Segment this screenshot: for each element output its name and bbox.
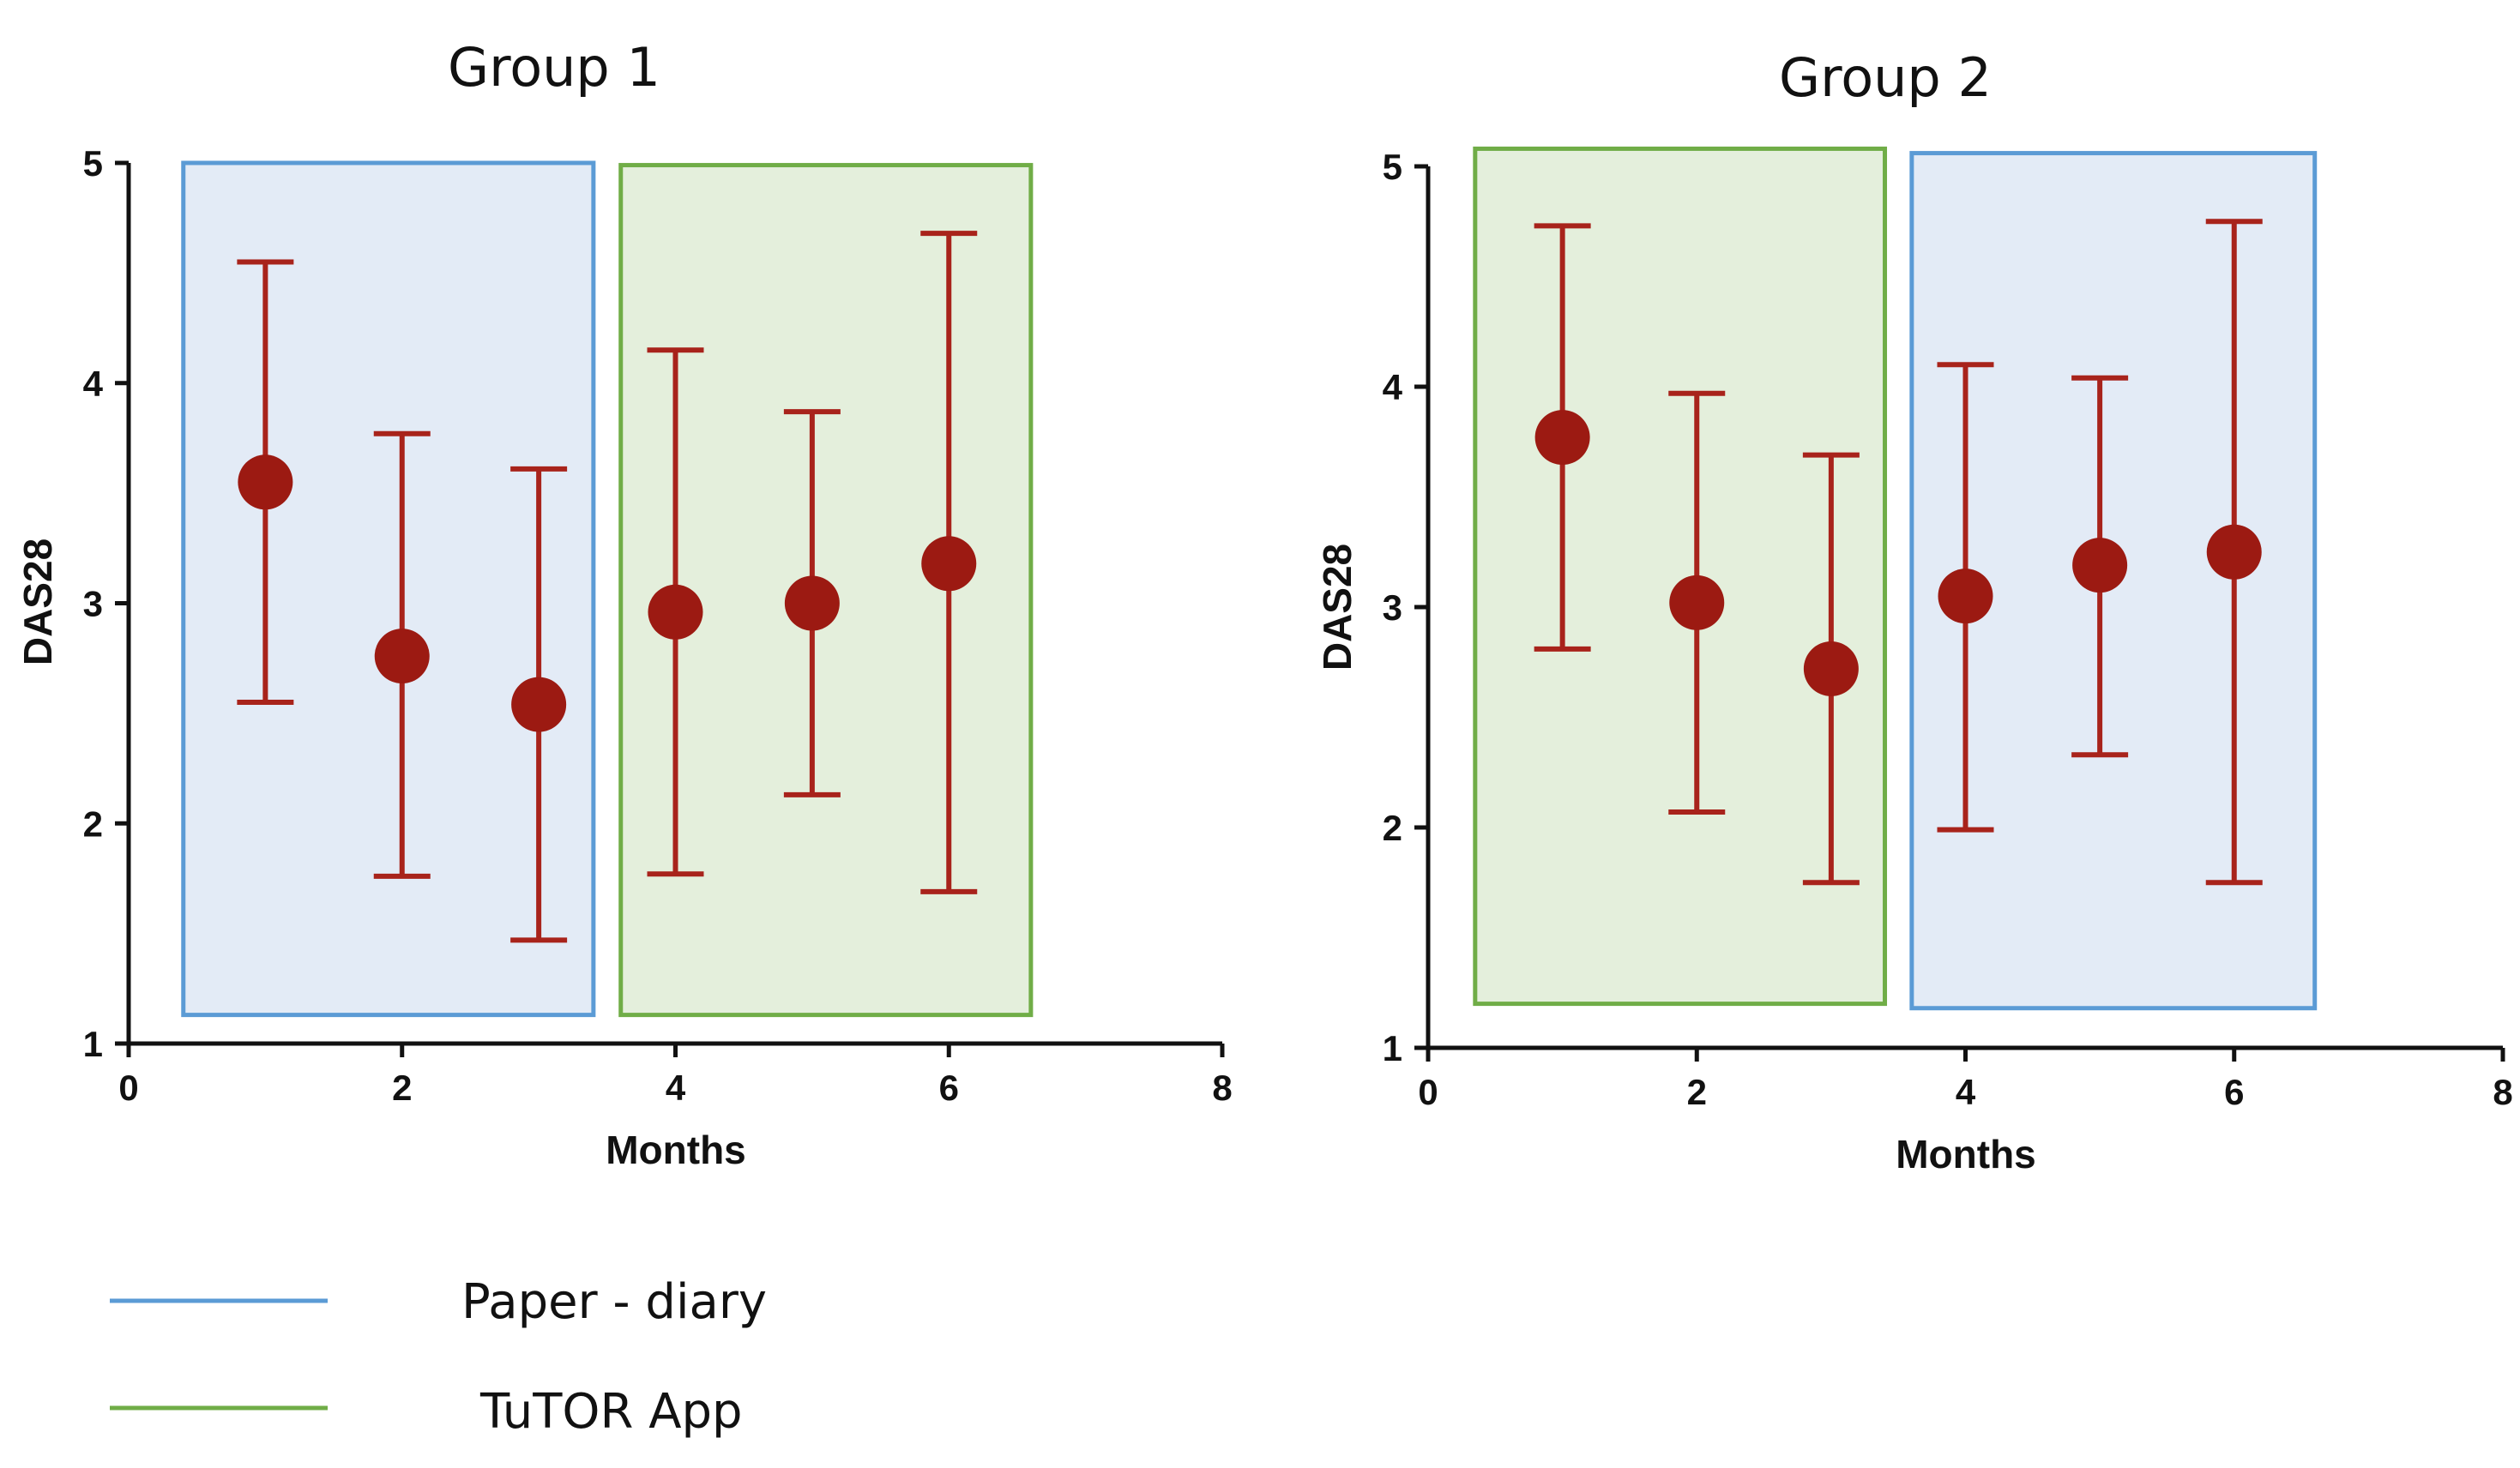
axes: 0 2 4 6 8 1 2 3 4 5 bbox=[1383, 147, 2513, 1112]
x-tick-label: 4 bbox=[1956, 1072, 1976, 1112]
y-tick-label: 4 bbox=[83, 364, 104, 404]
x-tick-label: 2 bbox=[1687, 1072, 1707, 1112]
y-axis-label: DAS28 bbox=[15, 538, 60, 665]
data-point bbox=[784, 575, 840, 631]
data-point bbox=[1669, 575, 1725, 630]
data-point bbox=[921, 536, 977, 592]
axes: 0 2 4 6 8 1 2 3 4 5 bbox=[83, 143, 1233, 1108]
x-tick-label: 4 bbox=[666, 1068, 686, 1108]
y-tick-label: 2 bbox=[1383, 808, 1402, 848]
x-tick-label: 8 bbox=[2493, 1072, 2512, 1112]
x-tick-label: 0 bbox=[118, 1068, 138, 1108]
data-point bbox=[511, 677, 567, 732]
data-point bbox=[1938, 569, 1993, 624]
data-point bbox=[1534, 410, 1590, 466]
legend-label-paper: Paper - diary bbox=[461, 1274, 767, 1330]
y-tick-label: 3 bbox=[83, 584, 103, 624]
data-point bbox=[374, 629, 430, 684]
data-points bbox=[237, 231, 978, 943]
phase-regions bbox=[181, 160, 1034, 1018]
y-tick-label: 4 bbox=[1383, 367, 1403, 407]
x-axis-label: Months bbox=[1896, 1132, 2036, 1176]
x-tick-label: 6 bbox=[2224, 1072, 2244, 1112]
y-tick-label: 1 bbox=[1383, 1028, 1402, 1068]
data-point bbox=[2072, 538, 2128, 593]
region-app bbox=[1473, 146, 1888, 1007]
y-tick-label: 5 bbox=[1383, 147, 1402, 187]
phase-regions bbox=[1473, 146, 2318, 1011]
legend-item-paper: Paper - diary bbox=[110, 1274, 767, 1330]
region-paper bbox=[181, 160, 596, 1018]
legend-label-app: TuTOR App bbox=[479, 1384, 743, 1440]
x-axis-label: Months bbox=[606, 1128, 746, 1172]
y-tick-label: 2 bbox=[83, 803, 103, 844]
data-point bbox=[2206, 524, 2262, 580]
chart-group-1: Group 1 0 2 4 6 8 1 2 3 4 5 Months DAS28 bbox=[15, 36, 1233, 1172]
chart-title: Group 2 bbox=[1779, 46, 1992, 109]
y-tick-label: 3 bbox=[1383, 587, 1402, 628]
x-tick-label: 0 bbox=[1418, 1072, 1438, 1112]
data-point bbox=[238, 454, 293, 510]
y-tick-label: 1 bbox=[83, 1024, 103, 1064]
x-tick-label: 6 bbox=[939, 1068, 959, 1108]
y-tick-label: 5 bbox=[83, 143, 103, 184]
chart-group-2: Group 2 0 2 4 6 8 1 2 3 4 5 Months DAS28 bbox=[1315, 46, 2513, 1176]
x-tick-label: 2 bbox=[392, 1068, 412, 1108]
chart-title: Group 1 bbox=[448, 36, 660, 99]
data-point bbox=[1803, 641, 1859, 696]
legend: Paper - diary TuTOR App bbox=[110, 1274, 767, 1440]
data-point bbox=[648, 584, 703, 640]
data-points bbox=[1534, 219, 2263, 886]
x-tick-label: 8 bbox=[1212, 1068, 1232, 1108]
y-axis-label: DAS28 bbox=[1315, 544, 1359, 671]
legend-item-app: TuTOR App bbox=[110, 1384, 743, 1440]
